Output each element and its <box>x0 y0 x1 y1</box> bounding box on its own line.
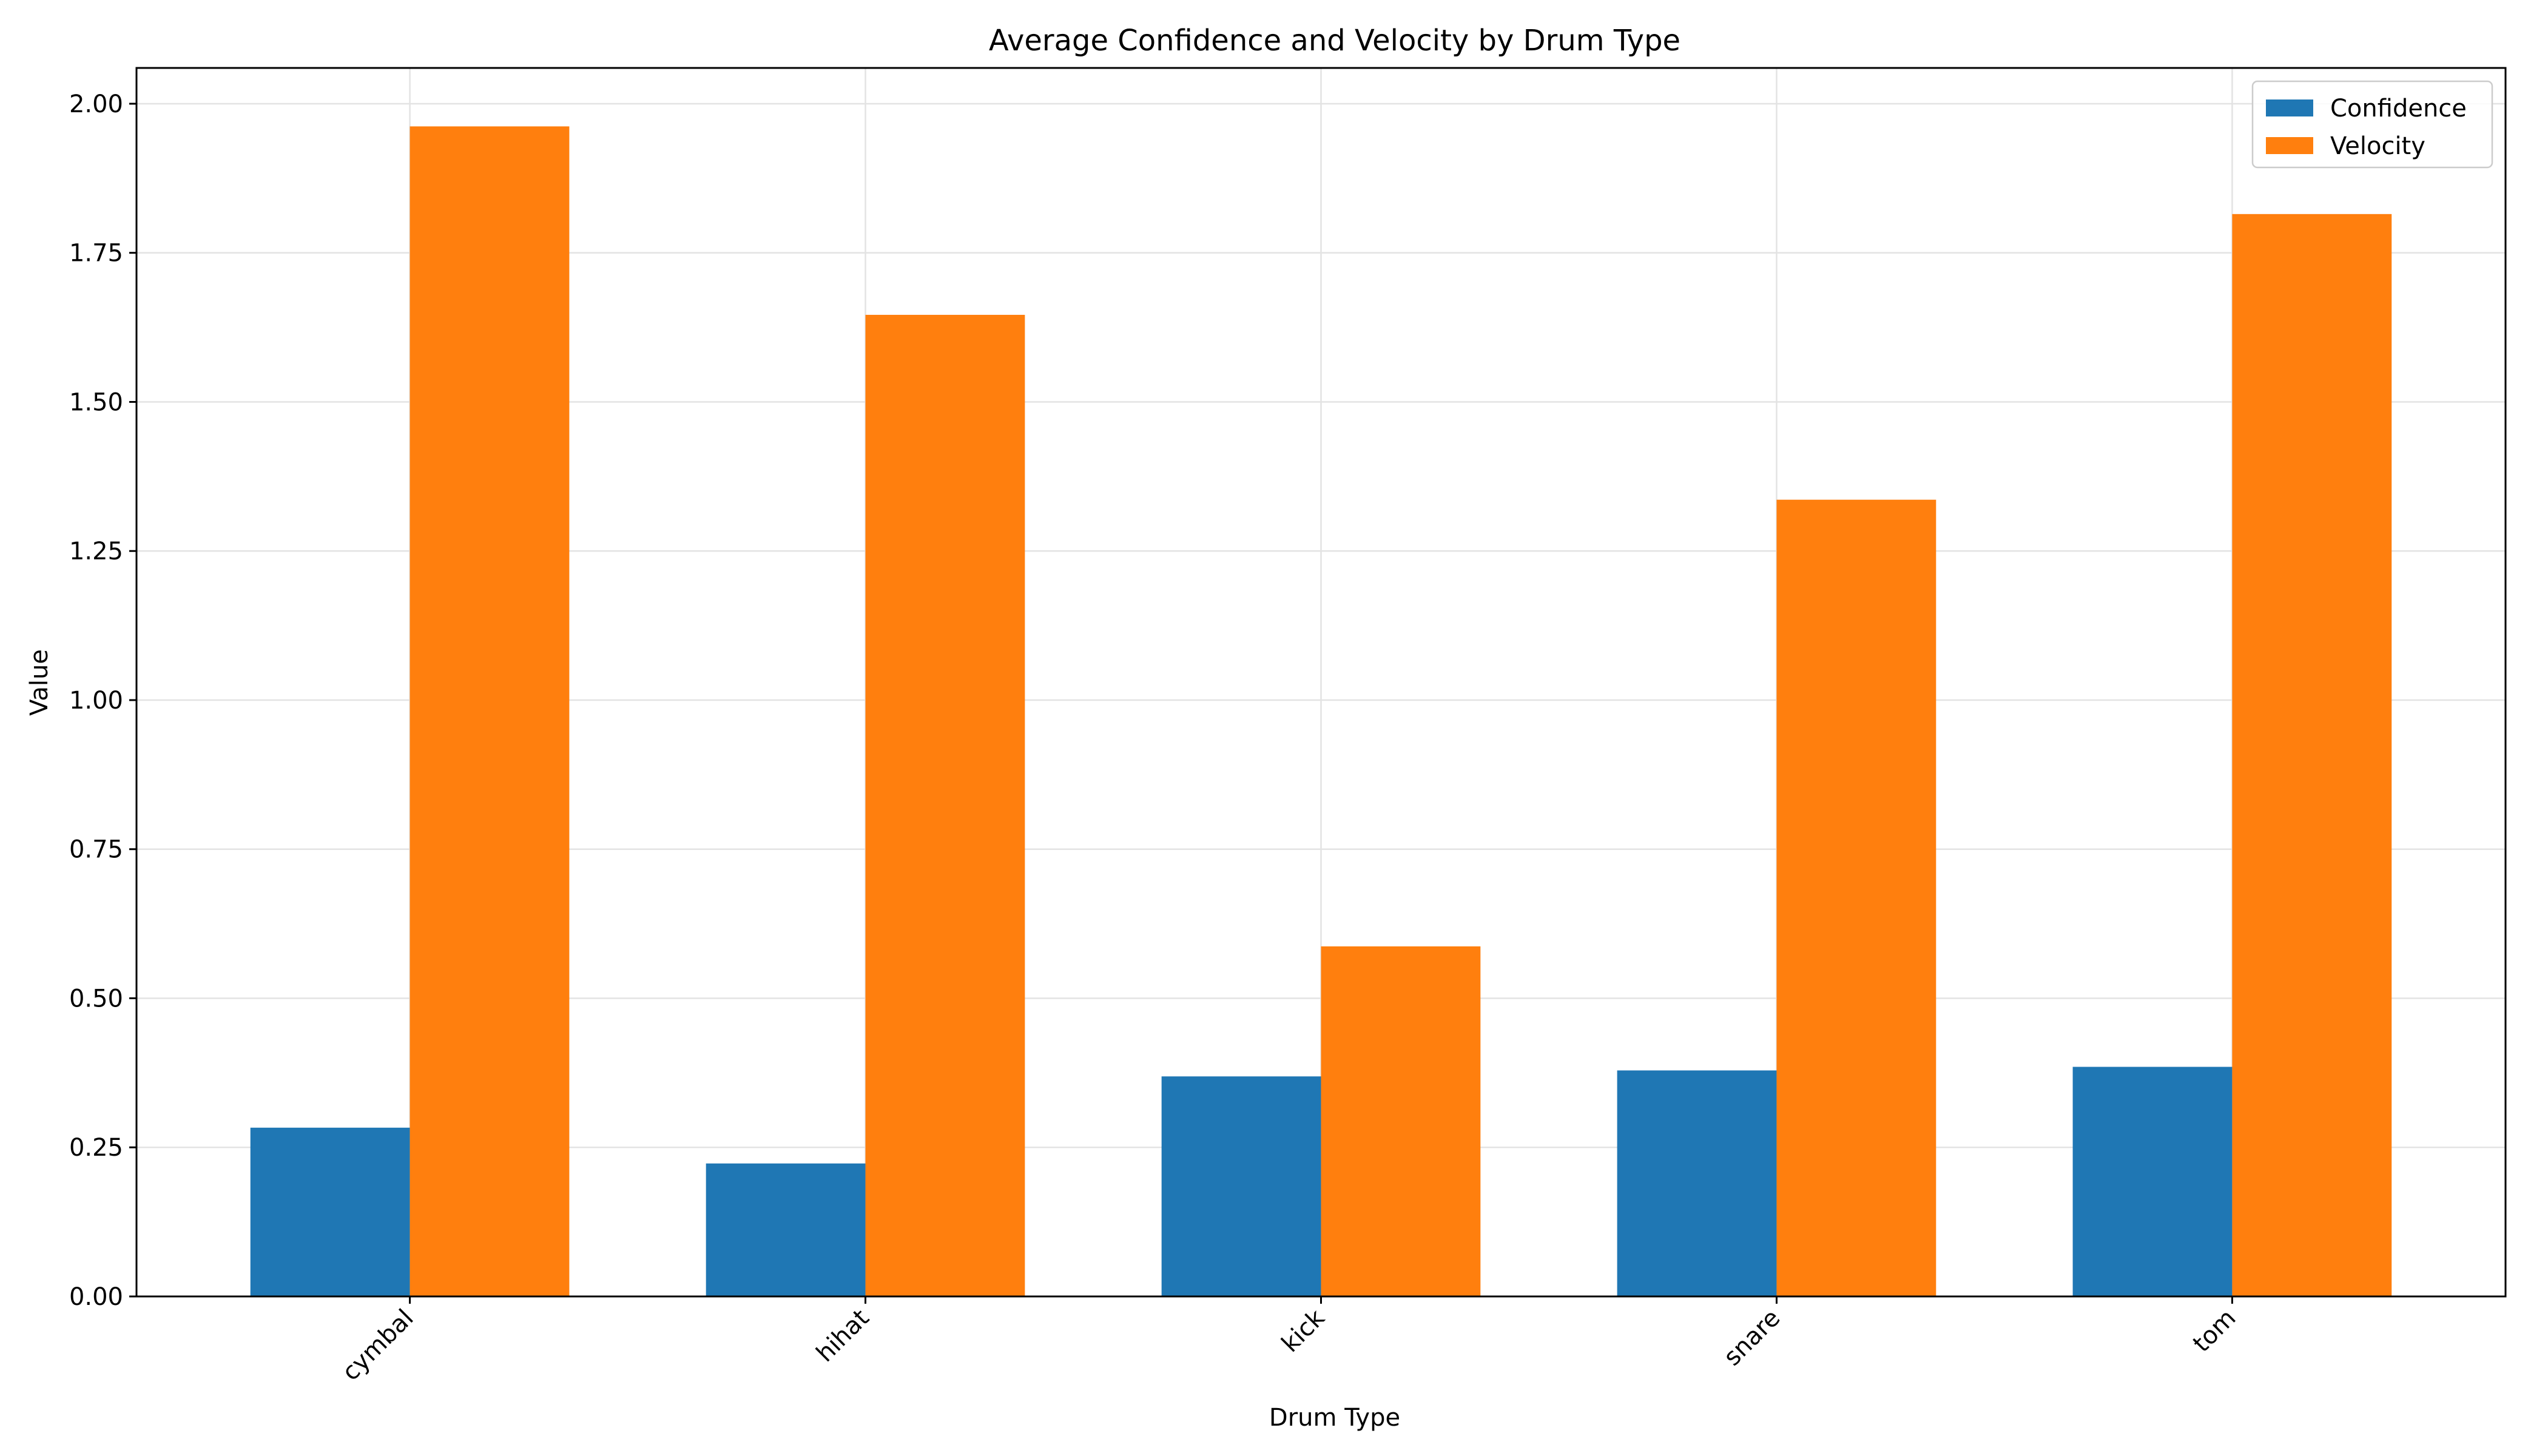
bar-velocity-kick <box>1321 946 1481 1296</box>
legend-label-confidence: Confidence <box>2330 95 2467 123</box>
bar-velocity-snare <box>1776 499 1936 1297</box>
y-tick-label: 1.25 <box>69 538 123 565</box>
legend: Confidence Velocity <box>2251 80 2493 169</box>
y-axis-label: Value <box>25 649 53 716</box>
bar-confidence-kick <box>1161 1076 1321 1296</box>
chart-title: Average Confidence and Velocity by Drum … <box>989 24 1680 58</box>
bar-velocity-hihat <box>865 314 1025 1296</box>
bar-confidence-tom <box>2072 1067 2233 1296</box>
bar-confidence-snare <box>1617 1070 1777 1296</box>
x-tick-label: snare <box>1719 1304 1786 1372</box>
y-tick-label: 0.75 <box>69 836 123 864</box>
x-tick-label: hihat <box>811 1304 875 1368</box>
bar-velocity-tom <box>2232 214 2392 1296</box>
bar-velocity-cymbal <box>410 126 570 1296</box>
y-tick-label: 0.25 <box>69 1134 123 1162</box>
y-tick-label: 1.50 <box>69 388 123 416</box>
y-tick-label: 0.00 <box>69 1283 123 1311</box>
bar-confidence-hihat <box>706 1163 866 1296</box>
y-tick-label: 0.50 <box>69 985 123 1013</box>
x-tick-label: tom <box>2188 1304 2241 1358</box>
x-axis-label: Drum Type <box>1269 1404 1400 1432</box>
bar-confidence-cymbal <box>250 1127 410 1296</box>
y-tick-label: 2.00 <box>69 90 123 118</box>
legend-swatch-velocity <box>2266 137 2313 154</box>
x-tick-label: cymbal <box>337 1304 419 1387</box>
legend-swatch-confidence <box>2266 99 2313 116</box>
legend-label-velocity: Velocity <box>2330 132 2425 160</box>
y-tick-label: 1.00 <box>69 687 123 715</box>
x-tick-label: kick <box>1276 1304 1330 1358</box>
bars <box>250 126 2392 1297</box>
y-tick-label: 1.75 <box>69 240 123 268</box>
